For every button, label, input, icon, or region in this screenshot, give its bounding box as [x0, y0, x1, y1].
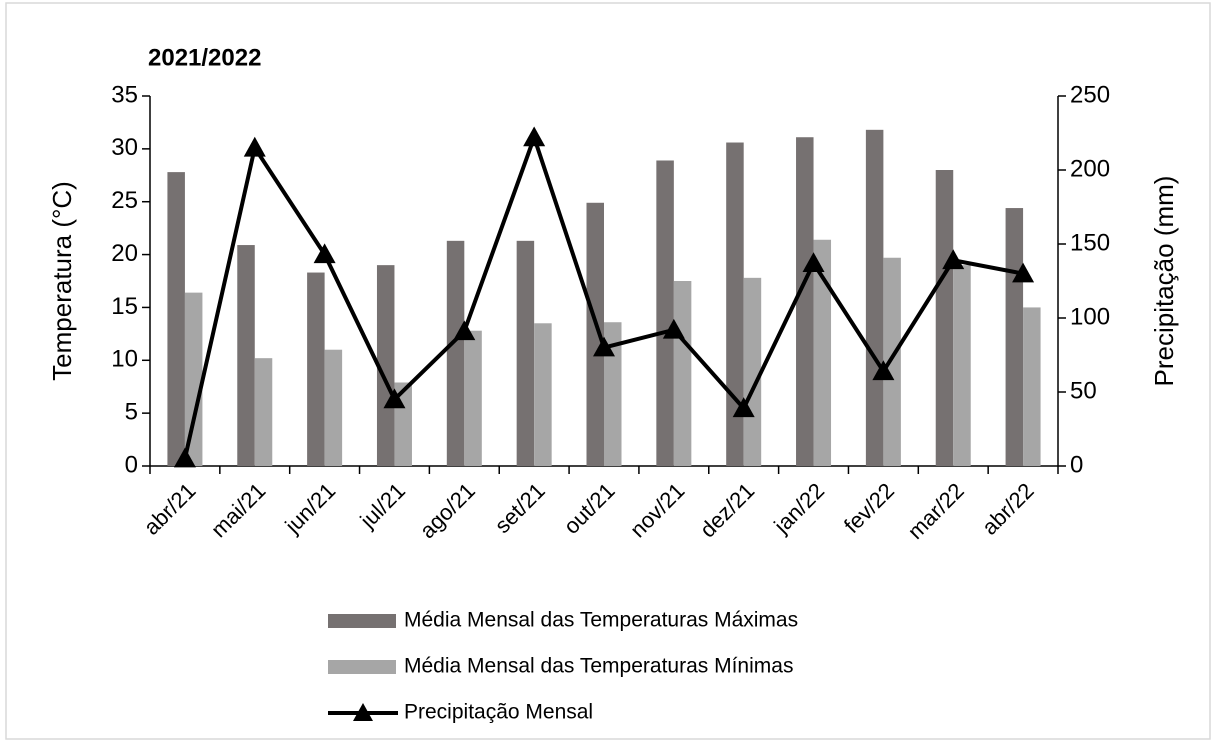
y-tick-label: 35	[111, 81, 138, 108]
bar	[586, 202, 604, 466]
bar	[743, 277, 762, 466]
x-tick-label: abr/22	[977, 478, 1039, 540]
y-tick-label: 0	[125, 451, 138, 478]
line-marker	[1012, 262, 1035, 283]
y2-tick-label: 0	[1070, 451, 1083, 478]
bar	[656, 160, 674, 466]
line-marker	[802, 252, 825, 273]
legend-label: Média Mensal das Temperaturas Mínimas	[404, 655, 793, 678]
line-marker	[872, 360, 895, 381]
x-tick-label: ago/21	[415, 478, 480, 543]
y2-tick-label: 200	[1070, 155, 1110, 182]
bar	[167, 172, 185, 466]
x-tick-label: dez/21	[695, 478, 759, 542]
line-marker	[313, 243, 336, 264]
y-tick-label: 10	[111, 346, 138, 373]
y2-tick-label: 100	[1070, 303, 1110, 330]
line-marker	[383, 388, 406, 409]
y2-tick-label: 150	[1070, 229, 1110, 256]
x-tick-label: mai/21	[206, 478, 270, 542]
bar	[376, 265, 395, 466]
bar	[673, 281, 692, 466]
bar	[446, 240, 465, 466]
bar	[796, 137, 814, 466]
bar	[184, 292, 203, 466]
bar	[1005, 208, 1024, 467]
legend-swatch	[328, 660, 396, 674]
bar	[1023, 307, 1041, 466]
bar	[726, 142, 744, 466]
y-tick-label: 20	[111, 240, 138, 267]
y-tick-label: 25	[111, 187, 138, 214]
bar	[935, 170, 954, 466]
legend-label: Precipitação Mensal	[404, 701, 593, 724]
x-tick-label: fev/22	[839, 478, 899, 538]
y2-axis-title: Precipitação (mm)	[1149, 176, 1179, 387]
chart-title: 2021/2022	[148, 44, 261, 71]
bar	[865, 129, 884, 467]
x-tick-label: nov/21	[625, 478, 689, 542]
bar	[464, 330, 482, 466]
line-marker	[942, 249, 965, 270]
x-tick-label: out/21	[559, 478, 620, 539]
y-tick-label: 5	[125, 398, 138, 425]
line-marker	[593, 336, 615, 357]
bar	[604, 322, 622, 466]
bar	[237, 245, 255, 466]
bar	[953, 265, 971, 466]
legend-label: Média Mensal das Temperaturas Máximas	[404, 609, 798, 632]
line-marker	[453, 320, 476, 341]
x-tick-label: jan/22	[768, 478, 829, 539]
x-tick-label: set/21	[490, 478, 550, 538]
line-marker	[523, 126, 546, 147]
x-tick-label: mar/22	[903, 478, 969, 544]
bar	[254, 358, 273, 466]
line-marker	[243, 136, 266, 157]
y2-tick-label: 50	[1070, 377, 1097, 404]
line-marker	[173, 447, 196, 468]
chart-border	[5, 2, 1211, 740]
line-marker	[732, 397, 755, 418]
bar	[516, 240, 535, 466]
x-tick-label: jul/21	[355, 478, 411, 534]
line-marker	[662, 318, 685, 339]
bar	[534, 323, 552, 466]
x-tick-label: jun/21	[279, 478, 340, 539]
y-axis-title: Temperatura (°C)	[47, 181, 77, 381]
bar	[307, 272, 325, 466]
bar	[883, 257, 901, 466]
y-tick-label: 30	[111, 134, 138, 161]
legend-swatch	[328, 614, 396, 628]
bar	[324, 349, 343, 466]
x-tick-label: abr/21	[139, 478, 201, 540]
y2-tick-label: 250	[1070, 81, 1110, 108]
legend-marker	[353, 703, 373, 721]
bar	[813, 239, 832, 466]
y-tick-label: 15	[111, 293, 138, 320]
